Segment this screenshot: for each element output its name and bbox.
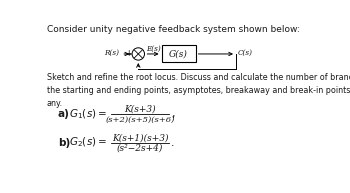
Text: Sketch and refine the root locus. Discuss and calculate the number of branches, : Sketch and refine the root locus. Discus…: [47, 73, 350, 108]
Text: $G_1(s) =$: $G_1(s) =$: [69, 107, 107, 121]
Text: a): a): [58, 109, 70, 119]
Text: (s+2)(s+5)(s+6): (s+2)(s+5)(s+6): [106, 115, 175, 123]
Text: K(s+1)(s+3): K(s+1)(s+3): [112, 133, 168, 142]
Text: −: −: [125, 50, 131, 59]
FancyBboxPatch shape: [162, 46, 196, 62]
Text: Consider unity negative feedback system shown below:: Consider unity negative feedback system …: [47, 25, 300, 34]
Text: $G_2(s) =$: $G_2(s) =$: [69, 136, 107, 149]
Text: K(s+3): K(s+3): [125, 105, 156, 114]
Text: C(s): C(s): [238, 49, 252, 57]
Text: .: .: [171, 137, 174, 147]
Text: (s²−2s+4): (s²−2s+4): [117, 143, 163, 152]
Text: G(s): G(s): [169, 49, 188, 58]
Text: b): b): [58, 137, 70, 147]
Text: R(s): R(s): [104, 49, 119, 57]
Text: ,: ,: [171, 109, 174, 119]
Text: +: +: [125, 49, 131, 58]
Text: E(s): E(s): [146, 45, 160, 52]
